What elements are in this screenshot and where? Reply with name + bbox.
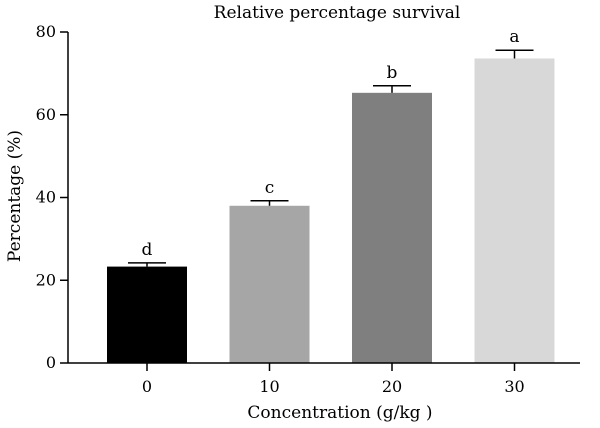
x-tick-label-30: 30: [504, 377, 524, 396]
x-tick-label-0: 0: [142, 377, 152, 396]
y-axis-label: Percentage (%): [5, 130, 25, 262]
y-tick-label-20: 20: [36, 270, 56, 289]
x-tick-label-20: 20: [382, 377, 402, 396]
significance-label-10: c: [265, 178, 275, 198]
chart-title: Relative percentage survival: [214, 3, 461, 23]
x-tick-label-10: 10: [259, 377, 279, 396]
y-tick-label-0: 0: [46, 353, 56, 372]
plot-area: 0 20 40 60 80 d 0 c 10 b 20 a 30: [36, 22, 555, 396]
x-axis-label: Concentration (g/kg ): [247, 403, 432, 423]
y-tick-label-60: 60: [36, 105, 56, 124]
significance-label-30: a: [509, 27, 519, 47]
y-tick-label-40: 40: [36, 188, 56, 207]
bar-20: [352, 92, 432, 363]
significance-label-0: d: [142, 240, 153, 260]
bar-30: [474, 58, 555, 363]
significance-label-20: b: [387, 63, 398, 83]
bar-10: [229, 205, 310, 363]
y-tick-label-80: 80: [36, 22, 56, 41]
bar-0: [107, 266, 187, 363]
